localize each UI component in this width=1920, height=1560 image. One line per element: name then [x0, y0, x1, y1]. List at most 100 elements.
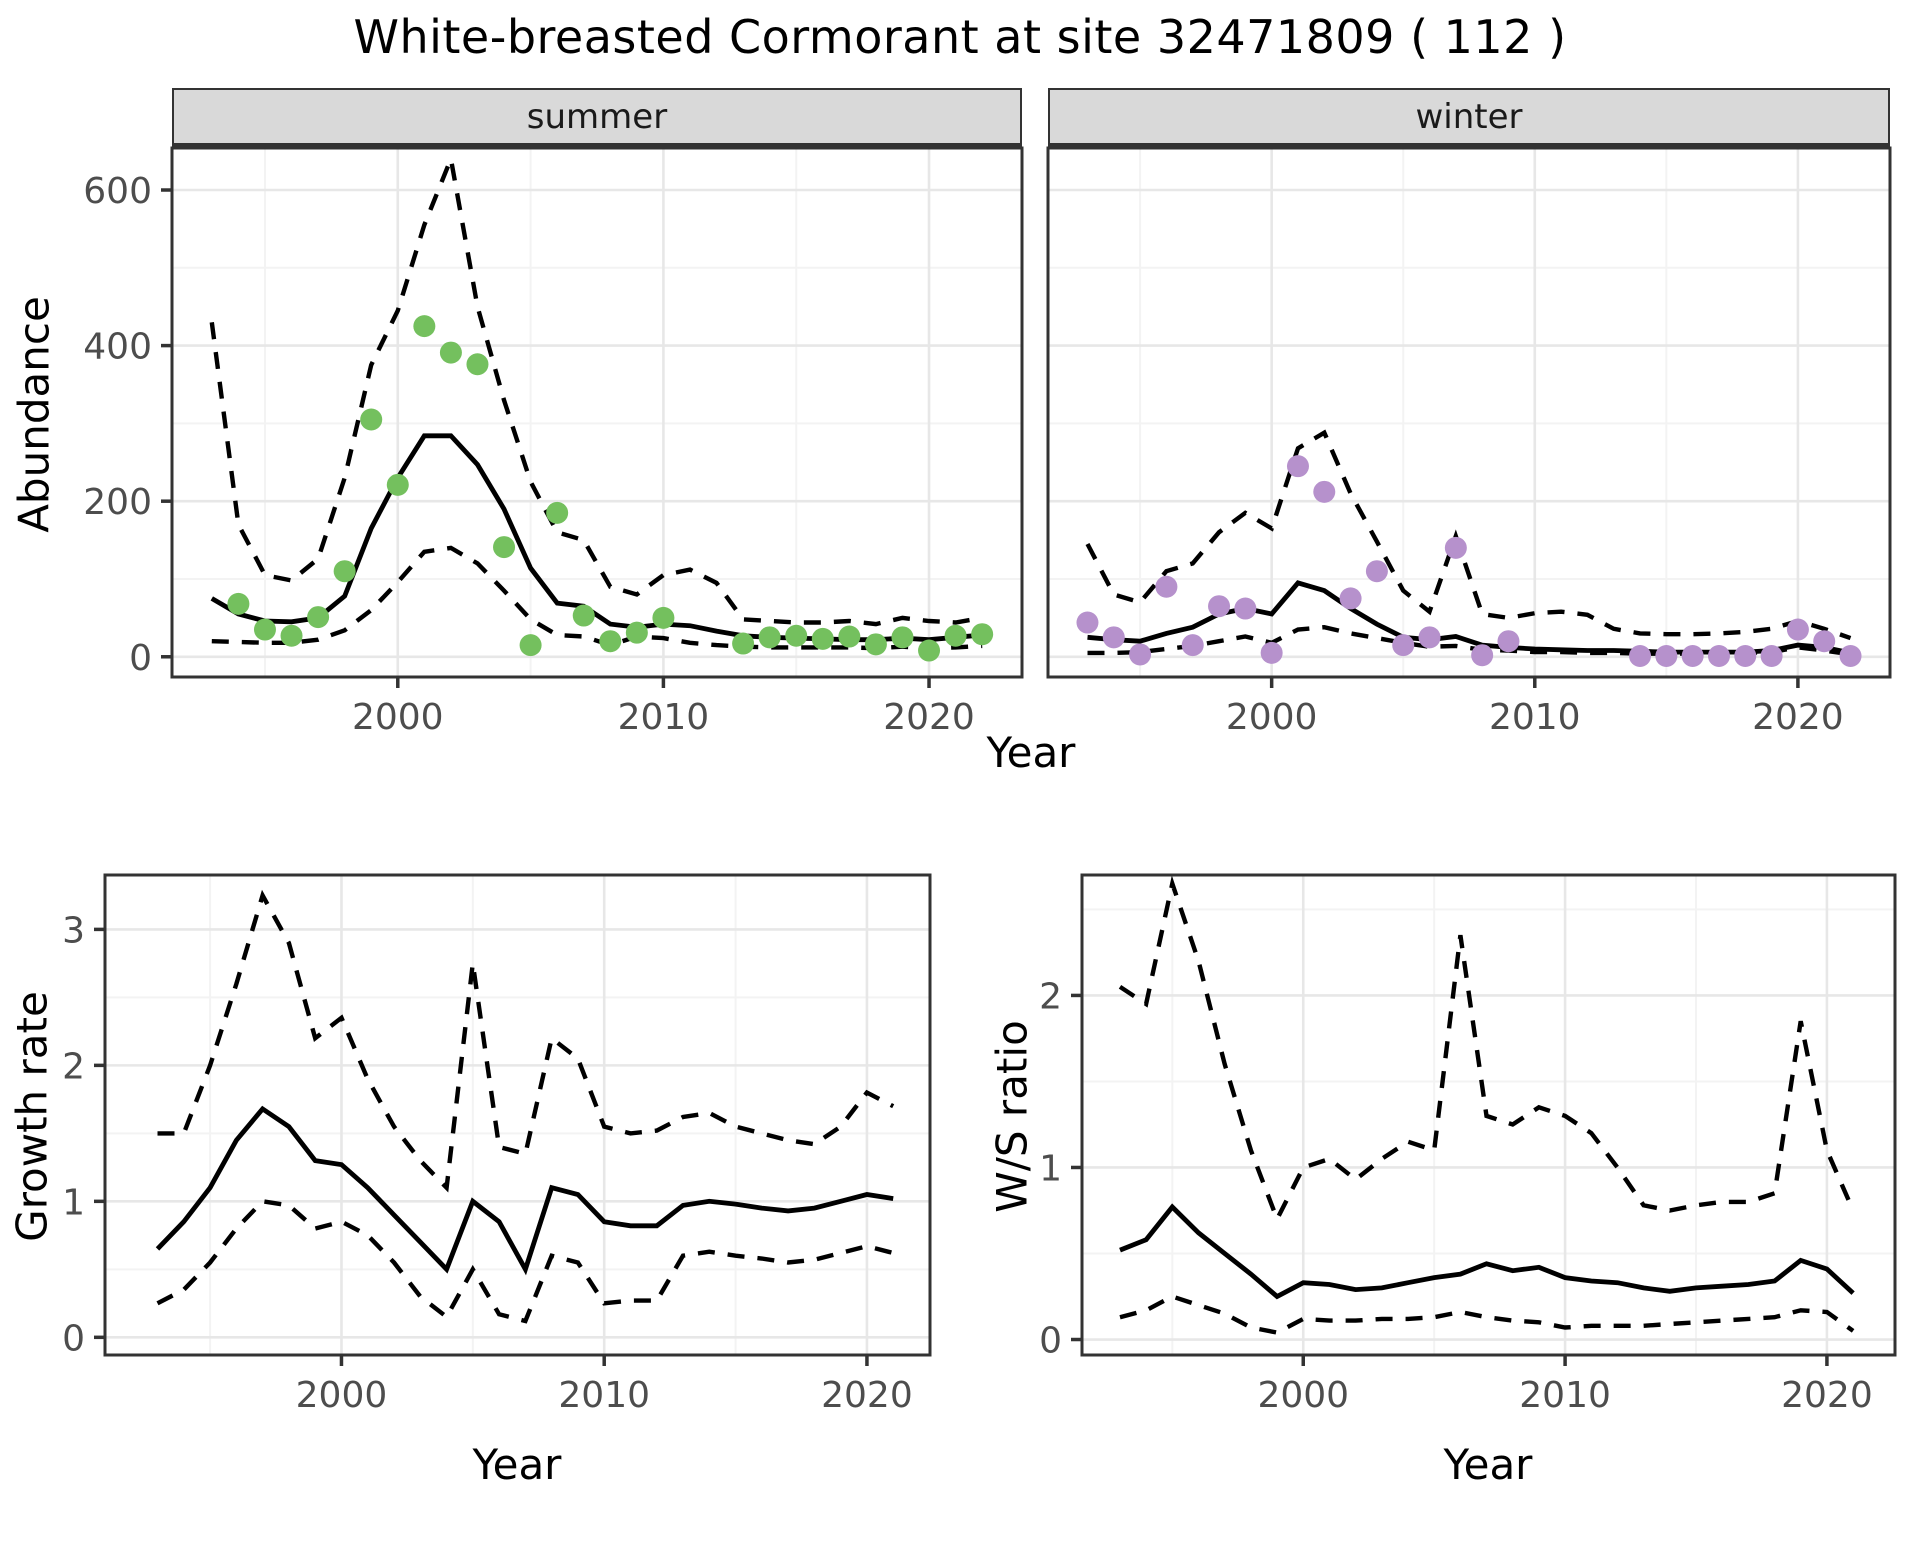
data-point [280, 624, 303, 647]
panel-abundance-summer-series-dashed-2 [211, 545, 983, 651]
y-tick-label: 3 [62, 910, 85, 951]
panel-growth-rate-axis-ticks: 2000 2010 2020 0 1 2 3 [62, 910, 913, 1416]
data-point [333, 560, 356, 583]
data-point [1286, 455, 1309, 478]
x-tick-label: 2000 [296, 1375, 388, 1416]
data-point [1102, 626, 1125, 649]
y-tick-label: 2 [1039, 976, 1062, 1017]
data-point [1471, 644, 1494, 667]
facet-strip-winter-label: winter [1415, 96, 1523, 137]
x-tick-label: 2020 [821, 1375, 913, 1416]
data-point [1629, 644, 1652, 667]
x-tick-label: 2010 [618, 697, 710, 738]
data-point [891, 626, 914, 649]
y-tick-label: 0 [62, 1318, 85, 1359]
panel-growth-rate-series-dashed-0 [157, 889, 895, 1193]
x-tick-label: 2020 [1752, 697, 1844, 738]
x-tick-label: 2010 [558, 1375, 650, 1416]
x-tick-label: 2020 [1781, 1375, 1873, 1416]
data-point [1155, 575, 1178, 598]
panel-abundance-winter-gridlines [1048, 148, 1890, 677]
data-point [1707, 644, 1730, 667]
data-point [360, 408, 383, 431]
data-point [493, 536, 516, 559]
panel-abundance-summer-gridlines [172, 148, 1022, 677]
data-point [811, 627, 834, 650]
data-point [1392, 634, 1415, 657]
y-tick-label: 0 [129, 638, 152, 679]
panel-ws-ratio-border [1080, 873, 1897, 1357]
data-point [253, 618, 276, 641]
panel-growth-rate-series-dashed-2 [156, 1198, 894, 1324]
y-tick-label: 400 [83, 327, 152, 368]
data-point [386, 473, 409, 496]
data-point [838, 625, 861, 648]
x-tick-label: 2000 [1257, 1375, 1349, 1416]
data-point [758, 626, 781, 649]
data-point [1418, 626, 1441, 649]
panel-growth-rate-border [103, 873, 932, 1357]
y-axis-title-abundance: Abundance [9, 296, 59, 533]
data-point [732, 632, 755, 655]
panel-abundance-winter-observed-points [1076, 455, 1862, 667]
data-point [625, 621, 648, 644]
panel-abundance-winter-border [1046, 146, 1892, 679]
facet-strip-summer: summer [172, 88, 1022, 148]
data-point [1260, 641, 1283, 664]
data-point [413, 315, 436, 338]
data-point [1365, 560, 1388, 583]
data-point [1655, 644, 1678, 667]
data-point [546, 501, 569, 524]
data-point [864, 633, 887, 656]
x-axis-title-ws: Year [1443, 1440, 1533, 1489]
panel-abundance-winter: 2000 2010 2020 [1046, 146, 1892, 738]
data-point [1839, 644, 1862, 667]
data-point [1760, 644, 1783, 667]
y-tick-label: 2 [62, 1046, 85, 1087]
panel-abundance-summer-series-dashed-0 [209, 150, 983, 627]
data-point [1234, 597, 1257, 620]
y-axis-title-growth-rate: Growth rate [7, 991, 57, 1242]
data-point [1339, 587, 1362, 610]
data-point [1313, 480, 1336, 503]
data-point [1734, 644, 1757, 667]
x-tick-label: 2010 [1519, 1375, 1611, 1416]
data-point [1444, 536, 1467, 559]
x-tick-label: 2000 [352, 697, 444, 738]
facet-strip-summer-label: summer [526, 96, 668, 137]
y-tick-label: 600 [83, 171, 152, 212]
y-tick-label: 1 [62, 1182, 85, 1223]
panel-abundance-winter-axis-ticks: 2000 2010 2020 [1226, 677, 1844, 738]
data-point [1813, 630, 1836, 653]
data-point [1076, 611, 1099, 634]
x-axis-title-growth: Year [472, 1440, 562, 1489]
x-axis-title-top: Year [986, 728, 1076, 777]
panel-ws-ratio-series-dashed-0 [1118, 875, 1856, 1225]
data-point [466, 353, 489, 376]
panel-ws-ratio-series-solid-1 [1119, 1203, 1855, 1300]
panel-growth-rate-series-solid-1 [155, 1105, 894, 1276]
y-tick-label: 0 [1039, 1321, 1062, 1362]
data-point [307, 606, 330, 629]
panel-ws-ratio-axis-ticks: 2000 2010 2020 0 1 2 [1039, 976, 1873, 1416]
data-point [944, 624, 967, 647]
y-tick-label: 200 [83, 482, 152, 523]
data-point [599, 630, 622, 653]
data-point [918, 639, 941, 662]
figure-title: White-breasted Cormorant at site 3247180… [353, 10, 1567, 64]
data-point [1786, 618, 1809, 641]
panel-growth-rate: 2000 2010 2020 0 1 2 3 [62, 873, 932, 1416]
data-point [572, 604, 595, 627]
data-point [1208, 595, 1231, 618]
data-point [785, 624, 808, 647]
data-point [227, 592, 250, 615]
data-point [439, 341, 462, 364]
data-point [1181, 634, 1204, 657]
panel-abundance-summer: 2000 2010 2020 0 200 400 600 [83, 146, 1024, 738]
data-point [1129, 643, 1152, 666]
panel-abundance-summer-border [170, 146, 1024, 679]
panel-ws-ratio-gridlines [1082, 875, 1895, 1355]
facet-strip-winter: winter [1048, 88, 1890, 148]
panel-abundance-summer-axis-ticks: 2000 2010 2020 0 200 400 600 [83, 171, 975, 738]
